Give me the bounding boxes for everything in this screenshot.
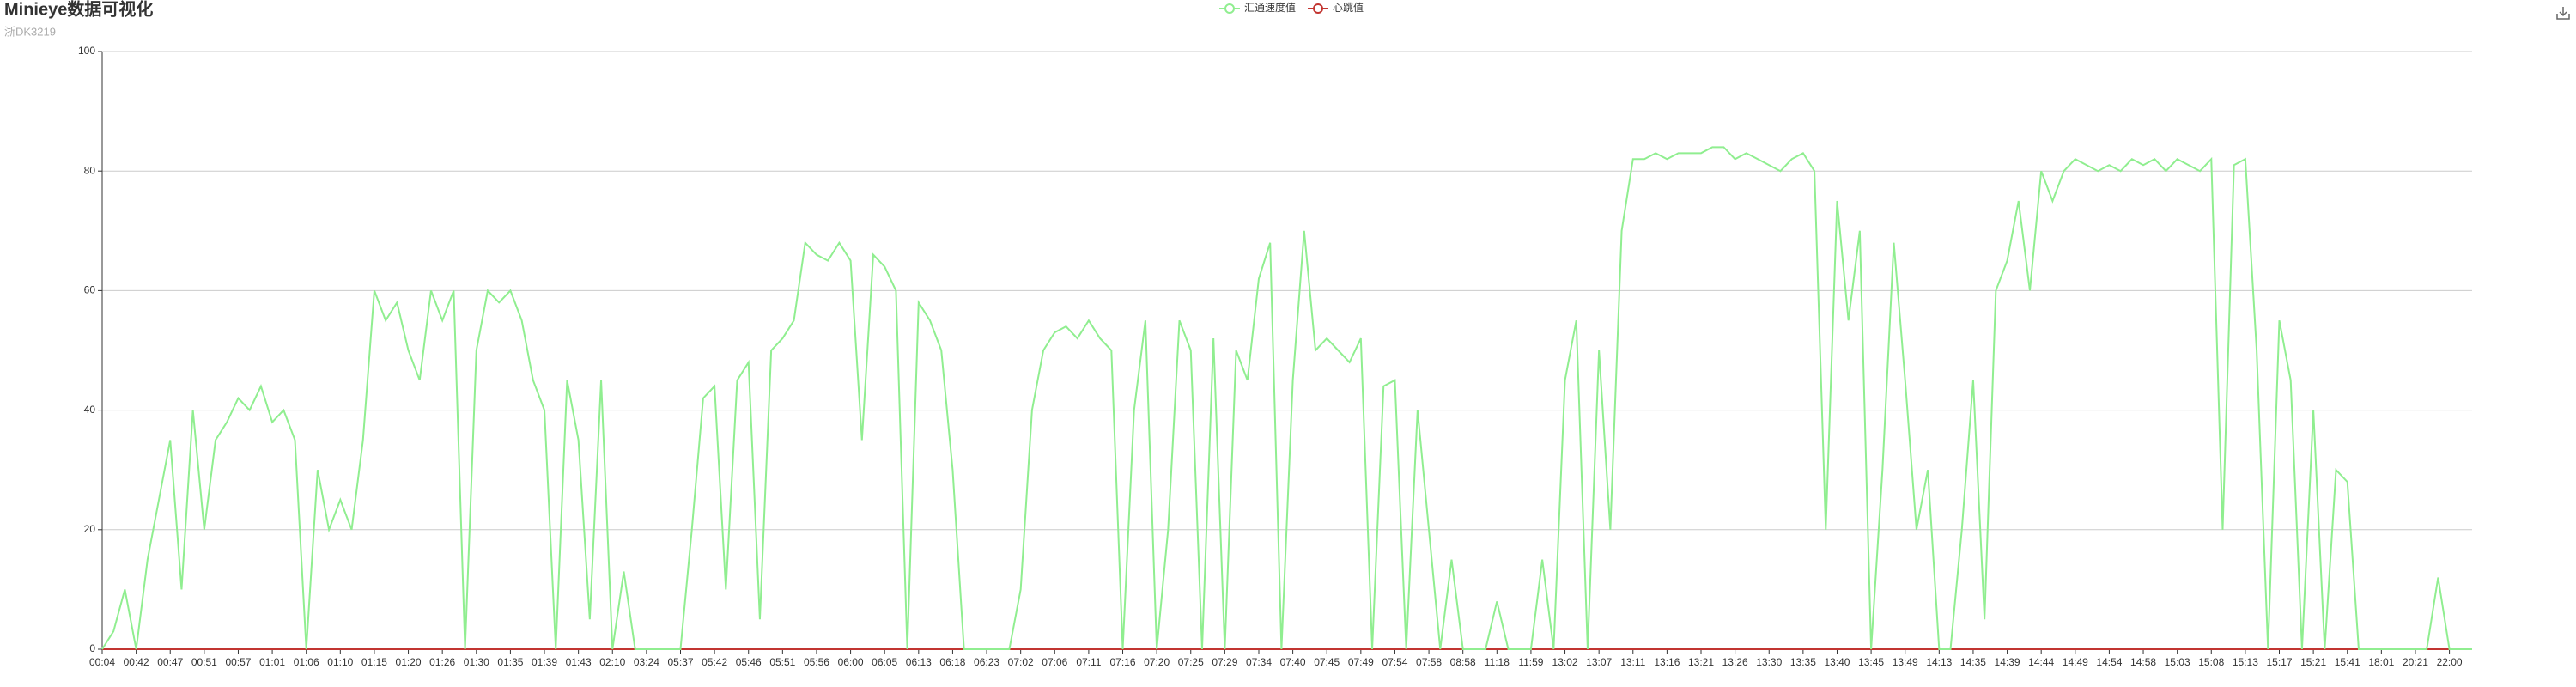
x-tick-label: 07:58 bbox=[1416, 656, 1442, 668]
x-tick-label: 20:21 bbox=[2403, 656, 2428, 668]
x-tick-label: 14:39 bbox=[1995, 656, 2020, 668]
x-tick-label: 13:11 bbox=[1620, 656, 1645, 668]
x-tick-label: 13:35 bbox=[1790, 656, 1816, 668]
x-tick-label: 13:26 bbox=[1722, 656, 1748, 668]
download-button[interactable] bbox=[2556, 7, 2570, 20]
x-tick-label: 18:01 bbox=[2368, 656, 2394, 668]
x-tick-label: 11:18 bbox=[1485, 656, 1510, 668]
x-tick-label: 00:47 bbox=[157, 656, 183, 668]
x-tick-label: 06:05 bbox=[872, 656, 897, 668]
x-tick-label: 06:23 bbox=[974, 656, 999, 668]
x-tick-label: 22:00 bbox=[2437, 656, 2463, 668]
x-tick-label: 07:16 bbox=[1110, 656, 1136, 668]
x-tick-label: 07:34 bbox=[1246, 656, 1272, 668]
x-tick-label: 06:00 bbox=[838, 656, 864, 668]
x-tick-label: 13:21 bbox=[1688, 656, 1714, 668]
x-tick-label: 07:40 bbox=[1280, 656, 1306, 668]
series-line bbox=[101, 146, 2472, 650]
x-tick-label: 06:13 bbox=[906, 656, 932, 668]
x-tick-label: 05:42 bbox=[702, 656, 727, 668]
x-tick-label: 15:03 bbox=[2165, 656, 2190, 668]
chart-title: Minieye数据可视化 bbox=[4, 0, 153, 19]
x-tick-label: 13:45 bbox=[1858, 656, 1884, 668]
x-tick-label: 01:06 bbox=[294, 656, 319, 668]
x-tick-label: 01:01 bbox=[259, 656, 285, 668]
x-tick-label: 15:08 bbox=[2198, 656, 2224, 668]
x-tick-label: 13:40 bbox=[1824, 656, 1850, 668]
x-tick-label: 01:20 bbox=[396, 656, 422, 668]
x-tick-label: 15:17 bbox=[2266, 656, 2292, 668]
x-tick-label: 13:49 bbox=[1893, 656, 1918, 668]
y-tick-label: 20 bbox=[84, 523, 96, 535]
x-tick-label: 05:56 bbox=[804, 656, 829, 668]
x-tick-label: 15:13 bbox=[2233, 656, 2258, 668]
x-tick-label: 00:04 bbox=[89, 656, 115, 668]
x-tick-label: 07:25 bbox=[1178, 656, 1204, 668]
x-tick-label: 07:45 bbox=[1314, 656, 1340, 668]
x-tick-label: 01:26 bbox=[429, 656, 455, 668]
x-tick-label: 05:37 bbox=[667, 656, 693, 668]
x-tick-label: 05:46 bbox=[736, 656, 762, 668]
x-tick-label: 01:30 bbox=[464, 656, 489, 668]
y-tick-label: 100 bbox=[78, 45, 95, 57]
x-tick-label: 07:20 bbox=[1144, 656, 1170, 668]
x-tick-label: 07:02 bbox=[1008, 656, 1034, 668]
x-tick-label: 07:06 bbox=[1042, 656, 1067, 668]
x-tick-label: 01:10 bbox=[327, 656, 353, 668]
x-tick-label: 00:51 bbox=[191, 656, 217, 668]
y-tick-label: 40 bbox=[84, 404, 96, 416]
x-tick-label: 14:35 bbox=[1960, 656, 1986, 668]
download-icon bbox=[2556, 7, 2570, 20]
legend-symbol bbox=[1224, 3, 1235, 14]
x-tick-label: 02:10 bbox=[599, 656, 625, 668]
x-tick-label: 07:49 bbox=[1348, 656, 1374, 668]
x-tick-label: 14:58 bbox=[2130, 656, 2156, 668]
x-tick-label: 07:29 bbox=[1212, 656, 1237, 668]
y-tick-label: 80 bbox=[84, 164, 96, 176]
x-tick-label: 00:42 bbox=[124, 656, 149, 668]
legend-label: 心跳值 bbox=[1333, 1, 1364, 14]
x-tick-label: 01:43 bbox=[566, 656, 592, 668]
x-tick-label: 07:54 bbox=[1382, 656, 1407, 668]
x-tick-label: 01:39 bbox=[532, 656, 557, 668]
y-tick-label: 60 bbox=[84, 284, 96, 296]
x-tick-label: 15:21 bbox=[2300, 656, 2326, 668]
x-tick-label: 14:44 bbox=[2028, 656, 2054, 668]
legend-label: 汇通速度值 bbox=[1244, 1, 1296, 14]
chart-subtitle: 浙DK3219 bbox=[4, 25, 56, 38]
x-tick-label: 01:35 bbox=[497, 656, 523, 668]
x-tick-label: 01:15 bbox=[361, 656, 387, 668]
x-tick-label: 13:02 bbox=[1552, 656, 1578, 668]
x-tick-label: 05:51 bbox=[769, 656, 795, 668]
legend-symbol bbox=[1313, 3, 1324, 14]
x-tick-label: 14:13 bbox=[1926, 656, 1952, 668]
x-tick-label: 14:49 bbox=[2063, 656, 2088, 668]
x-tick-label: 03:24 bbox=[634, 656, 659, 668]
x-tick-label: 06:18 bbox=[939, 656, 965, 668]
x-tick-label: 11:59 bbox=[1518, 656, 1543, 668]
x-tick-label: 08:58 bbox=[1450, 656, 1476, 668]
x-tick-label: 00:57 bbox=[225, 656, 251, 668]
y-tick-label: 0 bbox=[89, 642, 95, 654]
x-tick-label: 15:41 bbox=[2335, 656, 2360, 668]
x-tick-label: 13:07 bbox=[1586, 656, 1612, 668]
x-tick-label: 14:54 bbox=[2096, 656, 2122, 668]
x-tick-label: 13:30 bbox=[1756, 656, 1782, 668]
x-tick-label: 07:11 bbox=[1076, 656, 1101, 668]
x-tick-label: 13:16 bbox=[1654, 656, 1680, 668]
